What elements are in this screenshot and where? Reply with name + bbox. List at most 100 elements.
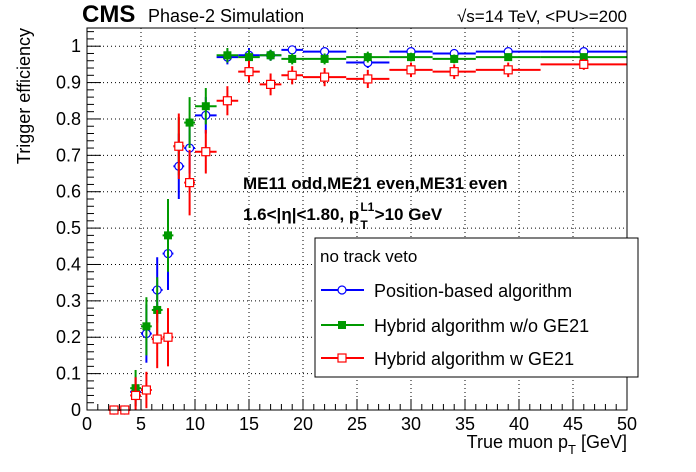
data-point xyxy=(346,69,390,89)
data-point xyxy=(184,149,195,216)
data-point xyxy=(195,129,217,174)
open-square-marker xyxy=(406,65,416,75)
open-circle-marker xyxy=(287,45,297,55)
y-tick-label: 0.6 xyxy=(56,182,81,202)
filled-square-marker xyxy=(320,54,329,63)
y-tick-label: 0.2 xyxy=(56,327,81,347)
legend-box xyxy=(314,237,639,378)
filled-square-marker xyxy=(245,53,253,62)
data-point xyxy=(346,51,390,63)
y-tick-label: 0.8 xyxy=(56,109,81,129)
open-square-marker xyxy=(174,141,184,151)
data-point xyxy=(259,73,282,96)
filled-square-marker xyxy=(579,53,588,62)
filled-square-marker xyxy=(363,53,372,62)
open-square-marker xyxy=(131,390,141,401)
selection-label: 1.6<|η|<1.80, pL1 T>10 GeV xyxy=(243,200,443,232)
open-square-marker xyxy=(363,74,373,84)
legend-entry-hybrid-no-ge21: Hybrid algorithm w/o GE21 xyxy=(321,316,589,336)
y-tick-label: 0.5 xyxy=(56,218,81,238)
filled-square-marker xyxy=(288,54,297,63)
filled-square-marker xyxy=(504,53,513,62)
legend-label-hybrid-no-ge21: Hybrid algorithm w/o GE21 xyxy=(374,316,589,336)
open-square-marker xyxy=(244,67,254,77)
x-tick-label: 10 xyxy=(185,414,205,434)
x-tick-label: 25 xyxy=(347,414,367,434)
legend-marker-open-square-icon xyxy=(337,353,347,363)
data-point xyxy=(130,377,141,410)
data-point xyxy=(216,48,239,63)
x-tick-label: 20 xyxy=(293,414,313,434)
x-axis-title: True muon pT [GeV] xyxy=(467,432,627,457)
filled-square-marker xyxy=(201,102,210,111)
x-tick-label: 50 xyxy=(617,414,637,434)
y-tick-label: 0 xyxy=(71,400,81,420)
open-square-marker xyxy=(201,147,211,157)
filled-square-marker xyxy=(223,51,232,60)
legend-marker-open-circle-icon xyxy=(337,285,347,295)
y-tick-label: 0.4 xyxy=(56,254,81,274)
x-tick-label: 30 xyxy=(401,414,421,434)
y-tick-label: 0.3 xyxy=(56,291,81,311)
open-square-marker xyxy=(449,67,459,77)
legend: no track veto Position-based algorithm H… xyxy=(314,237,639,378)
x-tick-label: 35 xyxy=(455,414,475,434)
open-square-marker xyxy=(152,334,162,344)
x-tick-label: 40 xyxy=(509,414,529,434)
data-point xyxy=(216,86,239,116)
open-square-marker xyxy=(266,79,276,89)
data-point xyxy=(432,64,476,79)
data-point xyxy=(475,62,541,78)
legend-marker-filled-square-icon xyxy=(338,321,346,329)
cms-label: CMS xyxy=(82,1,135,28)
data-point xyxy=(195,88,217,125)
legend-title: no track veto xyxy=(320,247,417,266)
series-layer xyxy=(108,45,627,415)
data-point xyxy=(281,53,303,65)
data-point xyxy=(151,309,163,369)
y-axis-ticks: 0 0.1 0.2 0.3 0.4 0.5 0.6 0.7 0.8 0.9 1 xyxy=(56,31,101,420)
legend-label-hybrid-ge21: Hybrid algorithm w GE21 xyxy=(374,349,574,369)
data-point xyxy=(141,371,152,409)
filled-square-marker xyxy=(407,53,415,62)
filled-square-marker xyxy=(185,118,194,127)
data-point xyxy=(173,113,185,179)
series-2 xyxy=(108,58,627,415)
chamber-config-label: ME11 odd,ME21 even,ME31 even xyxy=(243,174,508,193)
open-square-marker xyxy=(503,65,513,75)
data-point xyxy=(432,54,476,64)
data-point xyxy=(475,53,541,62)
filled-square-marker xyxy=(450,54,459,63)
open-square-marker xyxy=(287,70,297,80)
data-point xyxy=(141,297,152,356)
y-tick-label: 0.9 xyxy=(56,73,81,93)
data-point xyxy=(389,62,433,78)
legend-entry-hybrid-ge21: Hybrid algorithm w GE21 xyxy=(321,349,574,369)
filled-square-marker xyxy=(164,231,172,240)
x-tick-label: 5 xyxy=(136,414,146,434)
open-square-marker xyxy=(141,385,151,395)
open-square-marker xyxy=(579,59,589,69)
y-tick-label: 1 xyxy=(71,36,81,56)
data-point xyxy=(184,97,195,149)
data-point xyxy=(162,308,174,367)
open-square-marker xyxy=(185,178,195,188)
data-point xyxy=(540,58,627,70)
y-tick-label: 0.7 xyxy=(56,145,81,165)
simulation-label: Phase-2 Simulation xyxy=(148,6,304,26)
filled-square-marker xyxy=(266,51,275,60)
legend-entry-position: Position-based algorithm xyxy=(321,281,572,301)
open-square-marker xyxy=(222,96,232,106)
open-square-marker xyxy=(320,72,330,82)
data-point xyxy=(162,198,174,272)
x-tick-label: 45 xyxy=(563,414,583,434)
data-point xyxy=(281,66,303,85)
x-tick-label: 0 xyxy=(82,414,92,434)
open-square-marker xyxy=(163,332,173,342)
data-point xyxy=(303,47,347,57)
conditions-label: √s=14 TeV, <PU>=200 xyxy=(457,7,627,26)
y-axis-title: Trigger efficiency xyxy=(14,28,34,164)
data-point xyxy=(238,60,260,83)
x-tick-label: 15 xyxy=(239,414,259,434)
x-axis-ticks: 0 5 10 15 20 25 30 35 40 45 50 xyxy=(82,399,637,434)
